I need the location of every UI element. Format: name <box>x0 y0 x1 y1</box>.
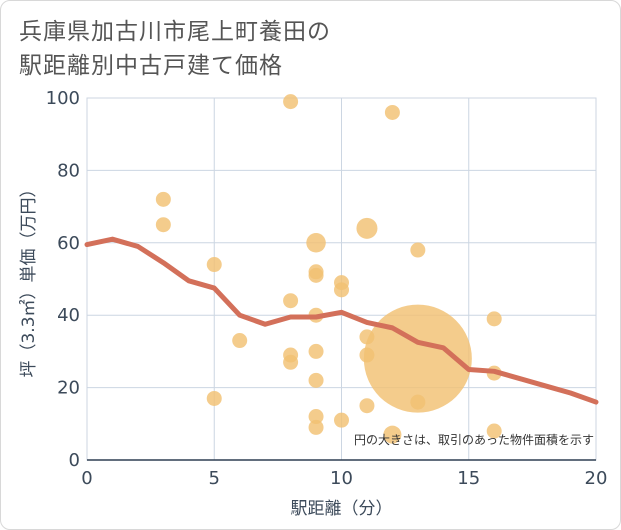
axis-ticks: 0 20 40 60 80 100 0 5 10 15 20 <box>46 88 608 489</box>
size-note: 円の大きさは、取引のあった物件面積を示す <box>354 432 594 447</box>
trend-line <box>84 236 599 405</box>
trend-line-group <box>84 236 599 405</box>
y-tick-label: 20 <box>57 378 80 399</box>
bubble <box>363 304 472 413</box>
bubble <box>410 394 426 410</box>
bubble <box>283 293 299 309</box>
x-tick-label: 15 <box>457 468 480 489</box>
bubble <box>334 282 349 298</box>
bubble <box>206 390 222 406</box>
bubble <box>308 372 324 388</box>
bubbles <box>155 94 502 444</box>
chart-title: 兵庫県加古川市尾上町養田の 駅距離別中古戸建て価格 <box>19 15 331 83</box>
y-tick-label: 100 <box>46 88 80 109</box>
bubble <box>155 217 171 233</box>
bubble <box>308 409 324 425</box>
bubble <box>410 242 426 258</box>
bubble <box>383 425 402 444</box>
bubble <box>308 267 324 283</box>
bubble <box>486 311 502 327</box>
x-axis-label: 駅距離（分） <box>291 499 393 519</box>
y-tick-label: 40 <box>57 305 80 326</box>
chart-title-line-1: 兵庫県加古川市尾上町養田の <box>19 19 331 45</box>
bubble <box>155 191 171 207</box>
y-axis-label: 坪（3.3㎡）単価（万円） <box>19 180 39 377</box>
bubble <box>359 398 375 414</box>
y-tick-label: 0 <box>69 450 80 471</box>
y-tick-label: 80 <box>57 160 80 181</box>
bubble <box>232 333 248 349</box>
grid <box>86 97 597 461</box>
x-tick-label: 0 <box>81 468 92 489</box>
bubble <box>283 94 299 110</box>
bubble <box>334 412 349 428</box>
bubble <box>283 354 299 370</box>
bubble <box>356 217 378 239</box>
bubble <box>384 104 400 120</box>
y-tick-label: 60 <box>57 233 80 254</box>
bubble <box>486 423 502 439</box>
bubble <box>306 233 326 253</box>
bubble <box>308 343 324 359</box>
bubble <box>206 257 222 273</box>
x-tick-label: 10 <box>330 468 353 489</box>
x-tick-label: 5 <box>209 468 220 489</box>
chart-title-line-2: 駅距離別中古戸建て価格 <box>19 53 283 79</box>
bubble <box>308 419 324 435</box>
x-tick-label: 20 <box>585 468 608 489</box>
